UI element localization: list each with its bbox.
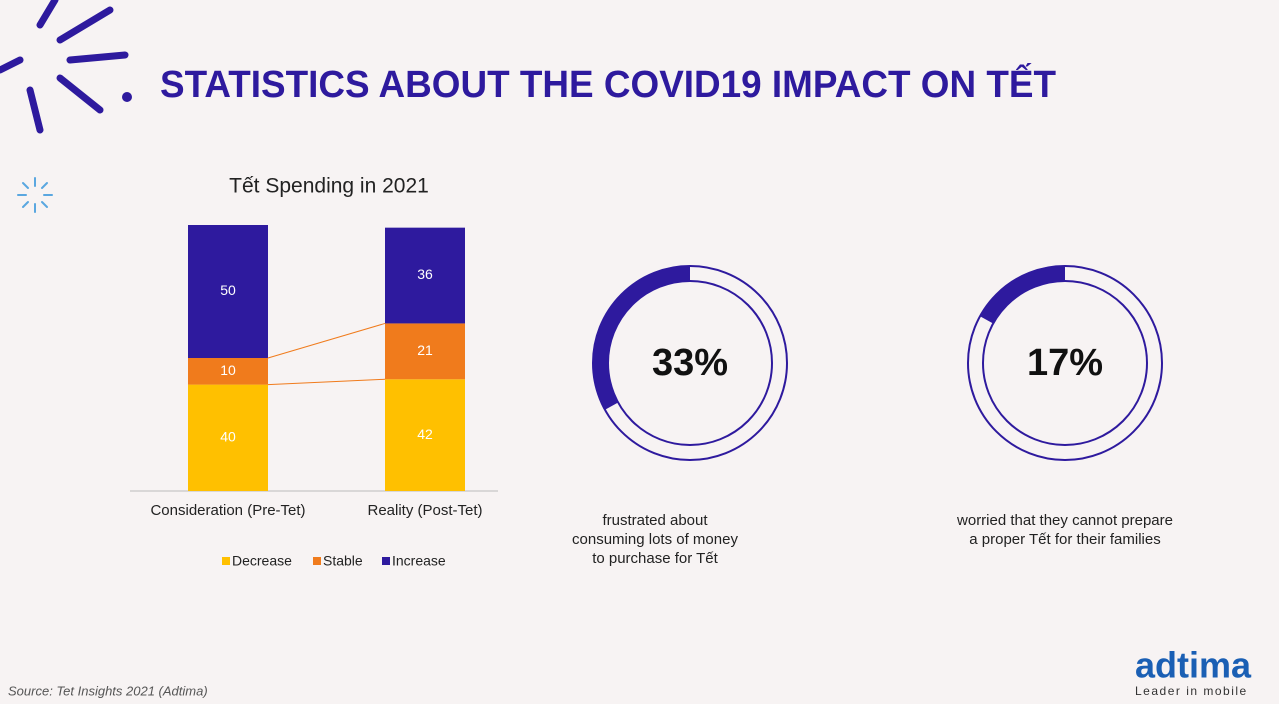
bar-segment xyxy=(188,384,268,491)
connector-line xyxy=(267,378,386,386)
legend-label: Increase xyxy=(392,553,446,569)
segment-label: 40 xyxy=(220,429,236,445)
donut-caption: consuming lots of money xyxy=(572,531,738,548)
bar-segment xyxy=(188,225,268,358)
donut-caption: a proper Tết for their families xyxy=(969,531,1160,548)
charts: Tết Spending in 2021 40 10 50 Consideration … xyxy=(130,175,1173,569)
connector-line xyxy=(267,322,386,359)
x-tick-label: Reality (Post-Tet) xyxy=(367,502,482,519)
bar-segment xyxy=(385,379,465,491)
dot-decoration xyxy=(122,92,132,102)
bar-segment xyxy=(385,323,465,380)
segment-label: 21 xyxy=(417,342,433,358)
donut-caption: worried that they cannot prepare xyxy=(956,512,1173,529)
legend-swatch xyxy=(382,557,390,565)
legend-swatch xyxy=(313,557,321,565)
legend-swatch xyxy=(222,557,230,565)
source: Source: Tet Insights 2021 (Adtima) xyxy=(8,683,208,698)
donut-value: 17% xyxy=(1027,342,1103,384)
segment-label: 50 xyxy=(220,282,236,298)
donut-caption: to purchase for Tết xyxy=(592,550,718,567)
segment-label: 36 xyxy=(417,266,433,282)
page-title: STATISTICS ABOUT THE COVID19 IMPACT ON T… xyxy=(160,62,1056,106)
spark-decoration xyxy=(17,177,53,213)
x-tick-label: Consideration (Pre-Tet) xyxy=(150,502,305,519)
bar-segment xyxy=(188,358,268,385)
bar-segment xyxy=(385,227,465,324)
donut-arc xyxy=(979,265,1066,324)
segment-label: 10 xyxy=(220,362,236,378)
segment-label: 42 xyxy=(417,426,433,442)
donut-caption: frustrated about xyxy=(602,512,708,529)
logo-name: adtima xyxy=(1135,645,1252,686)
legend-label: Decrease xyxy=(232,553,292,569)
donut-arc xyxy=(592,265,691,410)
legend-label: Stable xyxy=(323,553,363,569)
logo-tagline: Leader in mobile xyxy=(1135,684,1248,698)
donut-value: 33% xyxy=(652,342,728,384)
chart-title: Tết Spending in 2021 xyxy=(229,175,429,198)
firework-decoration xyxy=(0,0,129,134)
